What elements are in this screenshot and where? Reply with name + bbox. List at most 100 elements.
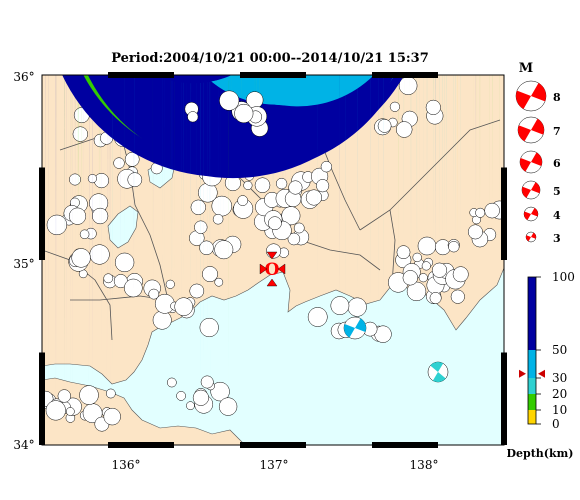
lon-label-137: 137°: [260, 458, 289, 472]
depth-tick-label: 0: [552, 417, 560, 431]
mechanism-symbol: [219, 75, 240, 111]
mechanism-symbol: [71, 75, 213, 268]
mechanism-symbol: [389, 75, 400, 112]
mechanism-symbol: [103, 75, 230, 284]
depth-marker: [519, 369, 545, 378]
depth-tick-label: 20: [552, 387, 567, 401]
depth-colorbar-frame: [527, 276, 537, 425]
mechanism-symbol: [202, 75, 218, 283]
mechanism-symbol: [199, 75, 214, 256]
lon-label-138: 138°: [410, 458, 439, 472]
mechanism-symbol: [343, 316, 367, 340]
mechanism-symbol: [199, 75, 219, 338]
mechanism-symbol: [214, 75, 224, 287]
depth-tick-label: 10: [552, 403, 567, 417]
depth-legend-title: Depth(km): [507, 447, 574, 460]
lon-label-136: 136°: [112, 458, 141, 472]
mechanism-symbol: [124, 75, 229, 298]
depth-band: [528, 378, 536, 394]
epicenter-marker: O: [259, 251, 286, 287]
magnitude-legend: M 8 7 6 5 4 3: [515, 61, 561, 245]
mechanism-symbol: [234, 75, 254, 124]
lat-label-35: 35°: [13, 257, 34, 271]
mechanism-symbol: [448, 75, 460, 253]
lat-label-36: 36°: [13, 70, 34, 84]
depth-band: [528, 394, 536, 410]
mechanism-symbol: [79, 75, 90, 240]
mechanism-symbol: [46, 75, 171, 236]
mechanism-symbol: [91, 75, 109, 225]
mechanism-symbol: [189, 75, 205, 299]
mechanism-symbol: [377, 75, 392, 133]
magnitude-level-6: 6: [553, 157, 561, 170]
mechanism-symbol: [288, 75, 303, 195]
magnitude-legend-symbol: [521, 180, 541, 200]
mechanism-symbol: [402, 75, 418, 286]
mechanism-symbol: [237, 75, 249, 206]
lat-label-34: 34°: [13, 438, 34, 452]
mechanism-symbol: [176, 75, 364, 401]
magnitude-legend-symbol: [523, 206, 539, 222]
map-title: Period:2004/10/21 00:00--2014/10/21 15:3…: [111, 51, 429, 66]
depth-band: [528, 410, 536, 424]
mechanism-symbol: [467, 75, 483, 240]
mechanism-symbol: [429, 75, 442, 304]
mechanism-symbol: [174, 75, 193, 316]
epicenter-label: O: [265, 260, 280, 280]
focal-mechanism-symbols: [42, 75, 504, 432]
depth-tick-label: 30: [552, 371, 567, 385]
depth-tick-label: 100: [552, 270, 575, 284]
mechanism-symbol: [210, 75, 342, 402]
depth-legend: 100 50 30 20 100 Depth(km): [507, 270, 575, 460]
mechanism-symbol: [268, 75, 282, 231]
magnitude-level-5: 5: [553, 185, 561, 198]
mechanism-symbol: [87, 75, 97, 184]
mechanism-symbol: [427, 361, 449, 383]
lake: [107, 205, 139, 249]
mechanism-symbol: [320, 75, 333, 173]
mechanism-symbol: [165, 75, 175, 289]
mechanism-symbol: [45, 75, 395, 421]
mechanism-symbol: [186, 75, 374, 411]
mechanism-symbol: [243, 75, 253, 190]
magnitude-legend-symbol: [525, 231, 537, 243]
magnitude-legend-symbol: [515, 80, 547, 112]
magnitude-legend-symbol: [519, 150, 543, 174]
magnitude-level-4: 4: [553, 209, 561, 222]
mechanism-symbol: [472, 75, 481, 225]
mechanism-symbol: [65, 75, 394, 416]
mechanism-symbol: [425, 75, 441, 115]
mechanism-symbol: [395, 75, 413, 138]
mechanism-symbol: [114, 75, 135, 273]
magnitude-legend-symbol: [517, 116, 545, 144]
mechanism-symbol: [484, 75, 500, 219]
mechanism-symbol: [452, 75, 469, 283]
mechanism-symbol: [275, 75, 288, 190]
magnitude-legend-title: M: [519, 61, 533, 76]
mechanism-symbol: [450, 75, 465, 304]
mechanism-symbol: [218, 75, 366, 416]
depth-band: [528, 277, 536, 350]
mechanism-symbol: [475, 75, 486, 218]
mechanism-symbol: [330, 75, 350, 315]
depth-tick-label: 50: [552, 343, 567, 357]
mechanism-symbol: [148, 75, 160, 300]
magnitude-level-3: 3: [553, 232, 561, 245]
mechanism-symbol: [69, 75, 81, 186]
mechanism-symbol: [418, 75, 428, 283]
mechanism-symbol: [305, 75, 322, 206]
mechanism-symbol: [113, 75, 125, 169]
mechanism-symbol: [187, 75, 199, 123]
mechanism-symbol: [166, 75, 351, 388]
mechanism-symbol: [154, 75, 175, 314]
frame-ticks: [39, 72, 507, 448]
mechanism-symbol: [68, 75, 87, 225]
magnitude-level-8: 8: [553, 91, 561, 104]
mechanism-symbol: [431, 75, 448, 278]
mechanism-symbol: [192, 75, 360, 406]
mechanism-symbol: [307, 75, 328, 327]
depth-band: [528, 350, 536, 378]
mechanism-symbol: [72, 75, 88, 142]
mechanism-symbol: [412, 75, 422, 263]
